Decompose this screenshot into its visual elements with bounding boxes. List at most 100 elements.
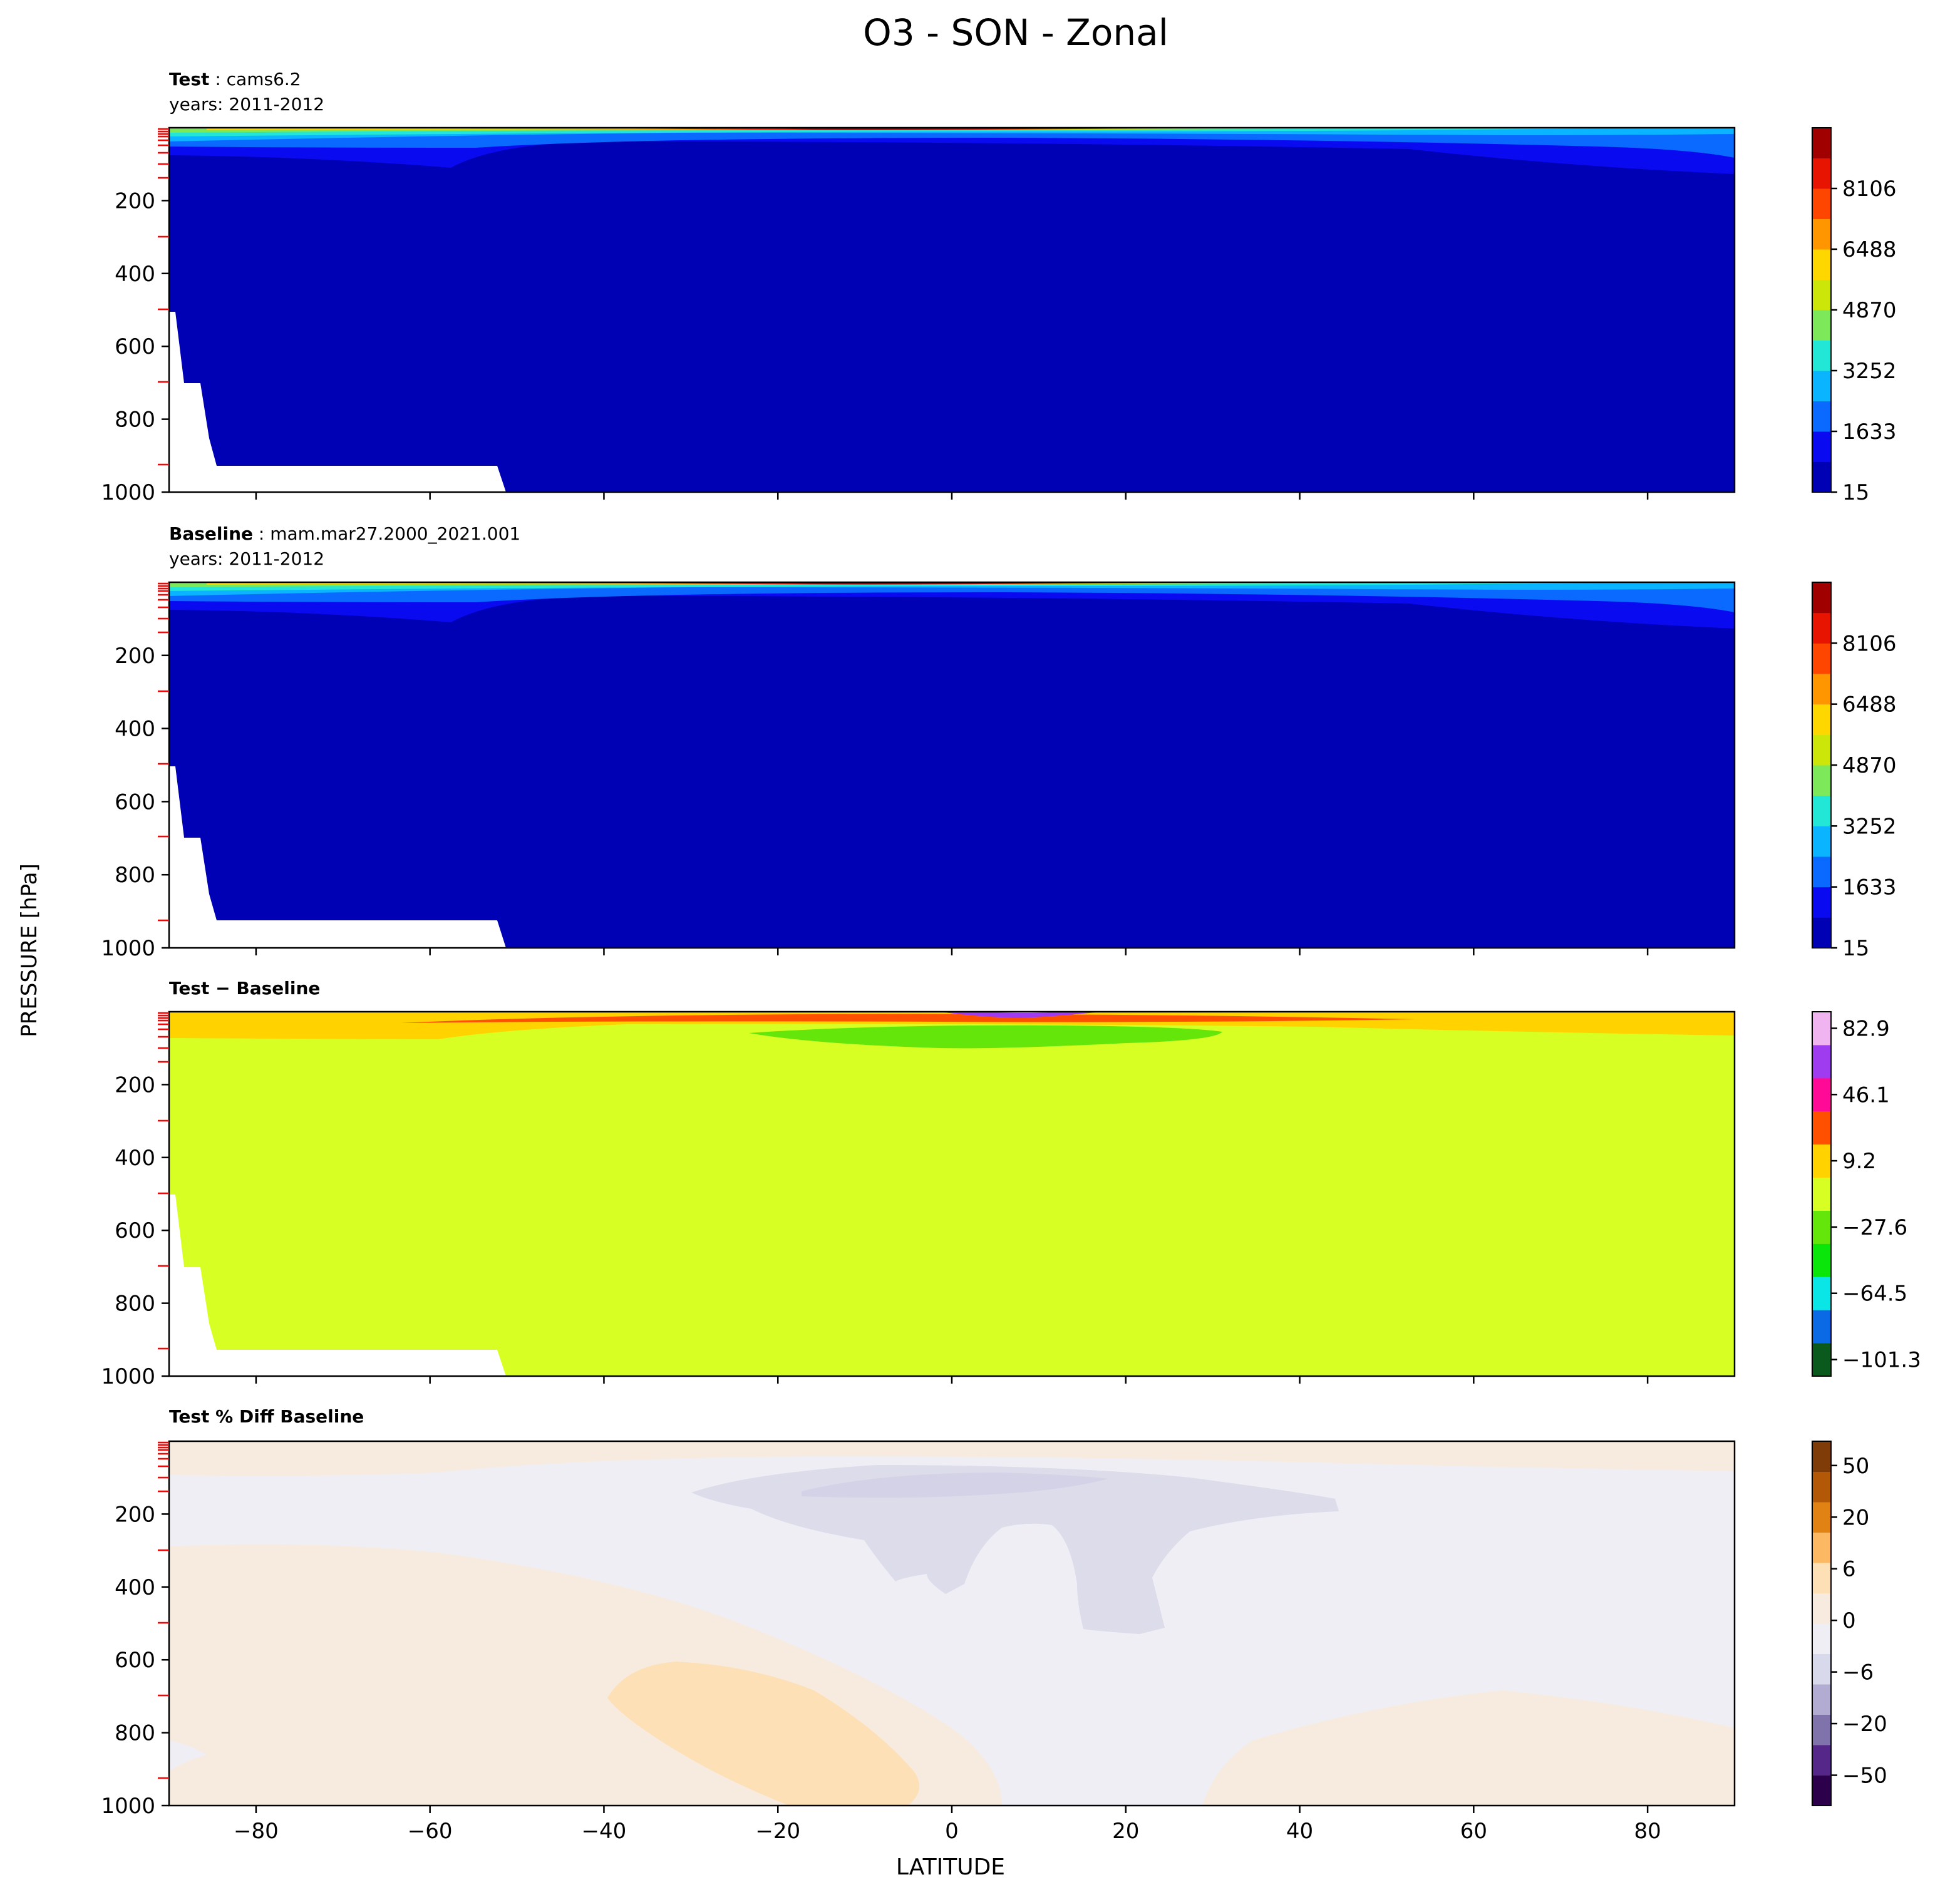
- panel-3-xtick-label: 80: [1634, 1819, 1661, 1844]
- panel-0-colorbar-segment: [1812, 461, 1831, 493]
- panel-1-colorbar-segment: [1812, 856, 1831, 888]
- panel-1-ytick-label: 400: [115, 717, 155, 742]
- panel-0-colorbar-segment: [1812, 340, 1831, 371]
- panel-0-colorbar-segment: [1812, 128, 1831, 158]
- panel-0-colorbar-segment: [1812, 371, 1831, 401]
- panel-1-colorbar-segment: [1812, 582, 1831, 614]
- panel-diff-field: [169, 1012, 1735, 1376]
- panel-0-colorbar-label: 4870: [1842, 298, 1897, 323]
- panel-1-colorbar-segment: [1812, 674, 1831, 705]
- panel-2-colorbar-label: −101.3: [1842, 1348, 1921, 1373]
- panel-3-colorbar-segment: [1812, 1714, 1831, 1745]
- panel-3-colorbar-label: 20: [1842, 1505, 1869, 1530]
- panel-0-colorbar-label: 3252: [1842, 359, 1897, 384]
- panel-2-colorbar-label: 82.9: [1842, 1016, 1890, 1041]
- panel-0-colorbar-segment: [1812, 310, 1831, 341]
- panel-0-colorbar-label: 6488: [1842, 237, 1897, 262]
- panel-2-colorbar-label: −64.5: [1842, 1282, 1907, 1307]
- panel-2-ytick-label: 400: [115, 1146, 155, 1171]
- panel-3-colorbar-segment: [1812, 1775, 1831, 1806]
- panel-1-ytick-label: 800: [115, 863, 155, 888]
- panel-2-colorbar-segment: [1812, 1310, 1831, 1344]
- panel-0-years-label: years: 2011-2012: [169, 94, 324, 115]
- panel-0-ytick-label: 800: [115, 408, 155, 433]
- panel-2-colorbar-segment: [1812, 1243, 1831, 1277]
- panel-2-colorbar-label: 9.2: [1842, 1149, 1876, 1174]
- panel-0-ytick-label: 200: [115, 188, 155, 213]
- panel-3-ytick-label: 600: [115, 1648, 155, 1673]
- x-axis-label: LATITUDE: [896, 1854, 1005, 1880]
- panel-3-colorbar-segment: [1812, 1593, 1831, 1624]
- panel-1-colorbar-segment: [1812, 887, 1831, 918]
- panel-3-ytick-label: 200: [115, 1502, 155, 1527]
- panel-3-xtick-label: 60: [1460, 1819, 1487, 1844]
- panel-3-colorbar-segment: [1812, 1502, 1831, 1533]
- panel-2-ytick-label: 600: [115, 1218, 155, 1243]
- y-axis-label: PRESSURE [hPa]: [17, 863, 42, 1037]
- panel-3-colorbar-segment: [1812, 1563, 1831, 1593]
- panel-2-colorbar-segment: [1812, 1144, 1831, 1178]
- panel-pctdiff-field: [169, 1441, 1735, 1806]
- panel-test-field: [169, 128, 1735, 492]
- panel-diff-minor-ticks: [158, 1012, 169, 1350]
- panel-0-colorbar-label: 15: [1842, 480, 1869, 505]
- panel-2-colorbar-segment: [1812, 1277, 1831, 1310]
- panel-1-ytick-label: 1000: [101, 936, 155, 961]
- panel-3-colorbar-label: −50: [1842, 1764, 1887, 1789]
- panel-test-minor-ticks: [158, 128, 169, 466]
- panel-2-colorbar-segment: [1812, 1343, 1831, 1377]
- panel-1-colorbar-label: 8106: [1842, 631, 1897, 656]
- panel-0-colorbar-segment: [1812, 431, 1831, 462]
- panel-1-colorbar-segment: [1812, 826, 1831, 857]
- panel-3-xtick-label: −80: [234, 1819, 279, 1844]
- panel-3-xtick-label: 40: [1286, 1819, 1313, 1844]
- panel-3-ytick-label: 400: [115, 1575, 155, 1600]
- panel-3-xtick-label: −40: [582, 1819, 627, 1844]
- panel-1-colorbar-segment: [1812, 612, 1831, 644]
- panel-3-colorbar-label: −20: [1842, 1712, 1887, 1737]
- panel-1-colorbar-label: 3252: [1842, 814, 1897, 839]
- panel-3-colorbar-segment: [1812, 1623, 1831, 1654]
- panel-2-colorbar-segment: [1812, 1044, 1831, 1079]
- panel-0-ytick-label: 1000: [101, 480, 155, 505]
- panel-3-colorbar-segment: [1812, 1471, 1831, 1503]
- panel-0-colorbar-segment: [1812, 401, 1831, 432]
- panel-3-colorbar-frame: [1812, 1441, 1832, 1806]
- panel-0-subtitle: Test : cams6.2: [169, 69, 301, 90]
- panel-0-colorbar-segment: [1812, 218, 1831, 250]
- panel-0-colorbar-label: 8106: [1842, 177, 1897, 202]
- panel-1-colorbar-segment: [1812, 643, 1831, 674]
- panel-3-xtick-label: 20: [1112, 1819, 1139, 1844]
- panel-3-colorbar-segment: [1812, 1745, 1831, 1776]
- panel-1-colorbar-segment: [1812, 734, 1831, 766]
- panel-3-colorbar-segment: [1812, 1441, 1831, 1472]
- panel-2-colorbar-frame: [1812, 1011, 1832, 1377]
- panel-0-colorbar-segment: [1812, 279, 1831, 311]
- panel-3-xtick-label: −20: [755, 1819, 800, 1844]
- panel-test: [158, 126, 1736, 493]
- panel-1-colorbar-segment: [1812, 704, 1831, 735]
- panel-0-colorbar-label: 1633: [1842, 419, 1897, 445]
- panel-0-colorbar-segment: [1812, 158, 1831, 189]
- panel-3-colorbar-label: −6: [1842, 1660, 1874, 1685]
- panel-baseline-minor-ticks: [158, 582, 169, 922]
- panel-2-subtitle: Test − Baseline: [169, 978, 320, 999]
- panel-1-colorbar-label: 4870: [1842, 753, 1897, 778]
- panel-diff: [158, 1010, 1736, 1377]
- panel-2-colorbar-segment: [1812, 1012, 1831, 1046]
- panel-1-subtitle: Baseline : mam.mar27.2000_2021.001: [169, 523, 520, 544]
- panel-3-colorbar-segment: [1812, 1532, 1831, 1563]
- panel-3-xtick-label: −60: [408, 1819, 453, 1844]
- panel-2-colorbar-segment: [1812, 1077, 1831, 1112]
- panel-3-colorbar-segment: [1812, 1684, 1831, 1715]
- panel-2-colorbar-segment: [1812, 1177, 1831, 1211]
- panel-2-ytick-label: 800: [115, 1292, 155, 1317]
- panel-2-colorbar-label: −27.6: [1842, 1215, 1907, 1240]
- panel-baseline: [158, 581, 1736, 949]
- panel-pctdiff-minor-ticks: [158, 1441, 169, 1779]
- panel-1-colorbar-label: 15: [1842, 936, 1869, 961]
- panel-3-colorbar-label: 0: [1842, 1608, 1856, 1633]
- panel-0-colorbar-segment: [1812, 249, 1831, 280]
